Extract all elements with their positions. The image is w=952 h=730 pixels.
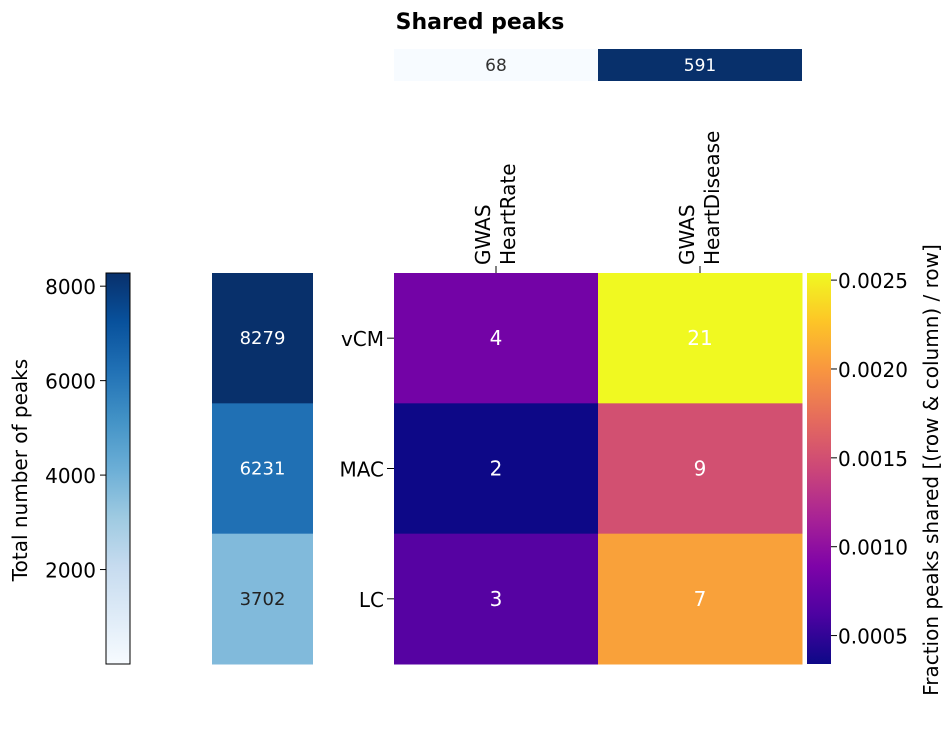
row-label: MAC [339,458,384,482]
left-colorbar-tick-label: 4000 [45,464,96,488]
right-colorbar-gradient [807,273,831,664]
row-total-label: 6231 [240,459,286,480]
left-colorbar-label: Total number of peaks [8,359,32,582]
left-colorbar: 2000 4000 6000 8000 Total number of peaks [8,272,131,665]
column-label-line2: HeartRate [496,163,520,265]
column-label-line1: GWAS [471,204,495,265]
heatmap-cell [394,533,599,665]
left-colorbar-tick-label: 8000 [45,275,96,299]
column-total-label: 68 [485,56,507,76]
left-colorbar-tick-label: 2000 [45,559,96,583]
row-total-cell [212,533,313,665]
column-labels: GWAS HeartRate GWAS HeartDisease [471,131,724,273]
column-totals: 68 591 [394,49,802,81]
row-totals: 8279 6231 3702 [212,273,313,665]
row-total-label: 3702 [240,589,286,610]
heatmap-cell-label: 4 [490,326,503,350]
column-label-line1: GWAS [675,204,699,265]
right-colorbar: 0.0005 0.0010 0.0015 0.0020 0.0025 Fraction … [807,244,943,696]
heatmap-cell-label: 3 [490,587,503,611]
heatmap-cells: 4 21 2 9 3 7 [394,273,803,665]
column-label: GWAS HeartDisease [675,131,724,265]
right-colorbar-tick-label: 0.0010 [838,536,908,560]
right-colorbar-tick-label: 0.0025 [838,269,908,293]
heatmap-cell-label: 21 [687,326,712,350]
row-total-cell [212,403,313,535]
column-total-label: 591 [684,56,716,76]
right-colorbar-label: Fraction peaks shared [(row & column) / … [919,244,943,696]
heatmap-cell [598,273,803,404]
row-total-label: 8279 [240,328,286,349]
heatmap-cell-label: 9 [694,457,707,481]
left-colorbar-tick-label: 6000 [45,370,96,394]
row-label: vCM [341,327,384,351]
right-colorbar-ticks: 0.0005 0.0010 0.0015 0.0020 0.0025 [831,269,908,649]
row-total-cell [212,273,313,404]
left-colorbar-ticks: 2000 4000 6000 8000 [45,275,106,583]
column-label: GWAS HeartRate [471,163,520,265]
chart-title: Shared peaks [396,10,565,35]
heatmap-cell [598,533,803,665]
column-label-line2: HeartDisease [700,131,724,265]
heatmap-cell [598,403,803,535]
heatmap-cell-label: 2 [490,457,503,481]
column-total-cell [598,49,802,81]
heatmap-cell-label: 7 [694,587,707,611]
left-colorbar-gradient [105,272,131,665]
right-colorbar-tick-label: 0.0005 [838,625,908,649]
column-total-cell [394,49,598,81]
row-labels: vCM MAC LC [339,327,394,612]
right-colorbar-tick-label: 0.0020 [838,358,908,382]
heatmap-cell [394,273,599,404]
row-label: LC [359,588,384,612]
heatmap-cell [394,403,599,535]
right-colorbar-tick-label: 0.0015 [838,447,908,471]
